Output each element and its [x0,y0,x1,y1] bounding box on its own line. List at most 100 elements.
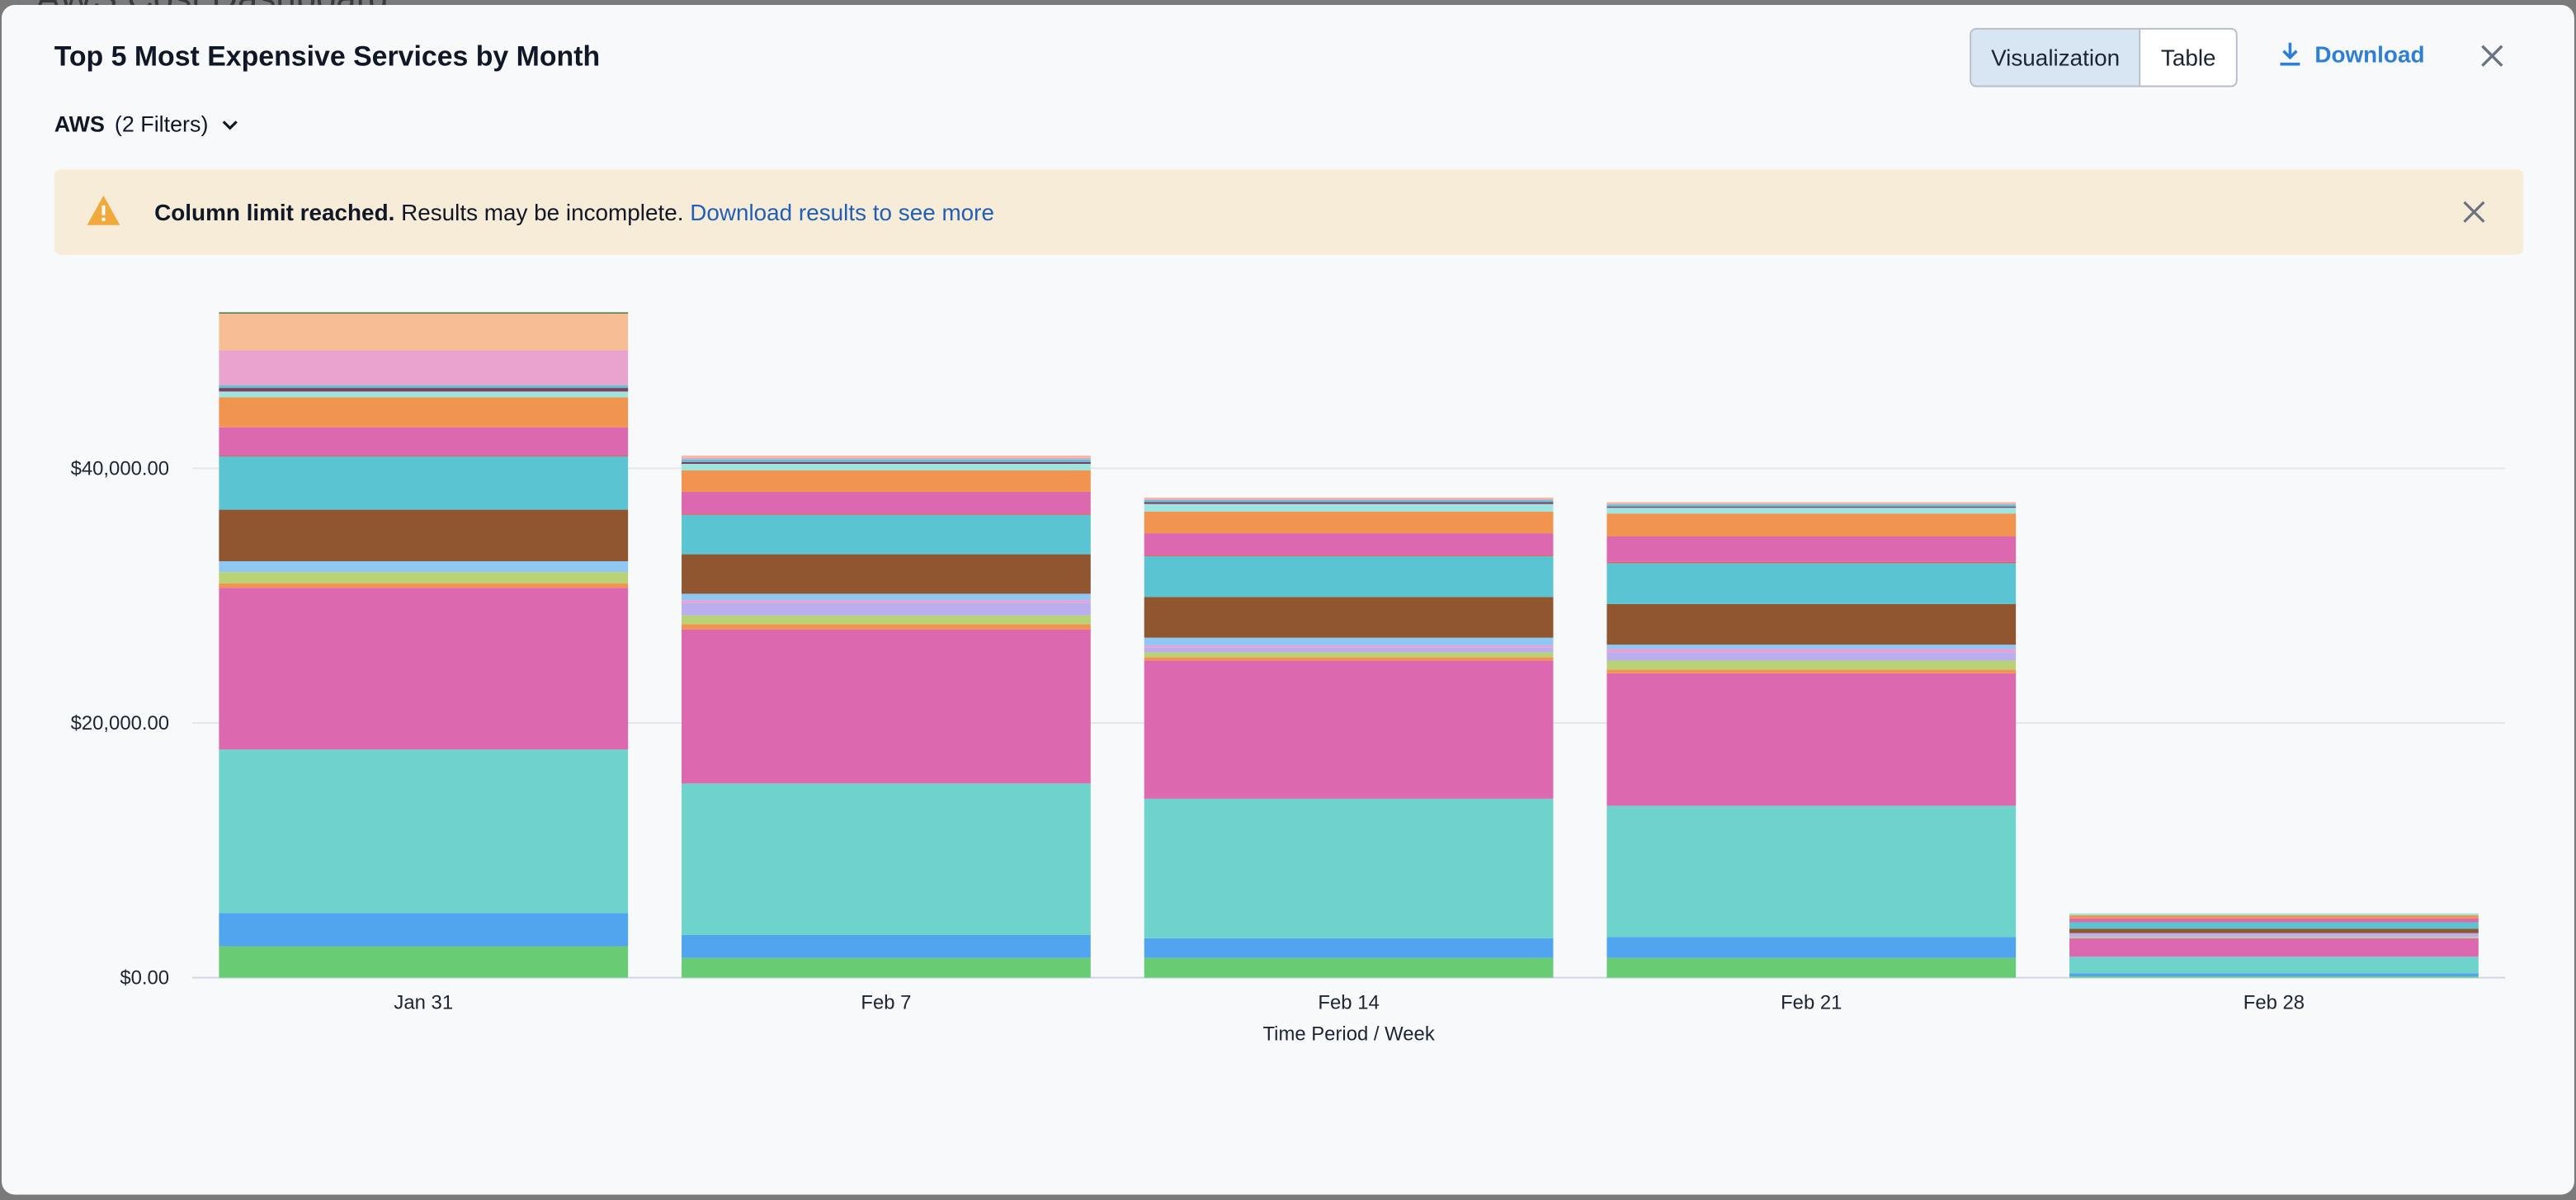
y-tick-label: $40,000.00 [71,457,170,480]
bar-segment [1144,798,1554,938]
bar-segment [1606,502,2017,503]
bar-segment [1144,657,1554,661]
bar-segment [219,312,629,314]
bar-segment [1144,938,1554,958]
filter-count: (2 Filters) [114,111,209,137]
bar-segment [1144,511,1554,534]
bar-segment [682,457,1091,460]
bar-segment [219,456,629,510]
bar-segment [1606,503,2017,505]
bar-segment [682,783,1091,935]
bar-segment [1144,597,1554,638]
bar-segment [1144,957,1554,978]
bar-segment [1144,637,1554,645]
bar-segment [682,615,1091,625]
bar-segment [2069,922,2479,929]
view-toggle: Visualization Table [1970,27,2238,87]
bar-segment [682,602,1091,616]
download-icon [2280,42,2300,66]
bar-segment [682,461,1091,465]
bar-segment [219,561,629,573]
bar-segment [1606,957,2017,978]
bar-segment [2069,976,2479,978]
bar-segment [1144,652,1554,658]
bar-segment [219,388,629,392]
bar-segment [682,600,1091,603]
bar-segment [682,513,1091,515]
bar-segment [1606,536,2017,562]
bar-segment [219,385,629,389]
bar-segment [219,588,629,750]
bar-segment [682,491,1091,514]
bar-segment [1144,502,1554,504]
bar-segment [219,391,629,398]
column-limit-banner: Column limit reached. Results may be inc… [54,169,2524,255]
modal-title: Top 5 Most Expensive Services by Month [54,40,601,73]
x-tick-label: Feb 28 [2243,991,2305,1013]
download-results-link[interactable]: Download results to see more [690,198,994,225]
x-axis-title: Time Period / Week [1262,1023,1434,1045]
bar-segment [1606,937,2017,958]
bar-segment [682,957,1091,978]
close-icon[interactable] [2463,201,2486,224]
bar-segment [1606,563,2017,604]
bar-segment [682,464,1091,470]
download-label: Download [2314,40,2425,68]
bar-segment [682,470,1091,492]
bar-segment [2069,918,2479,923]
bar-segment [1144,497,1554,499]
x-tick-label: Jan 31 [394,991,453,1013]
bar-segment [682,554,1091,594]
bar-segment [2069,937,2479,938]
bar-segment [1606,561,2017,564]
bar-segment [219,455,629,456]
bar-segment [219,509,629,562]
bar-segment [1606,645,2017,650]
bar-segment [1606,669,2017,673]
download-button[interactable]: Download [2279,40,2425,68]
stacked-bar-chart: $0.00 $20,000.00 $40,000.00 Jan 31 Feb 7 Feb … [71,312,2506,1045]
y-tick-label: $20,000.00 [71,712,170,735]
bar-segment [2069,913,2479,916]
close-icon[interactable] [2477,41,2507,71]
bar-segment [219,427,629,456]
bar-segment [1606,508,2017,514]
bar-segment [1606,649,2017,653]
tab-table[interactable]: Table [2140,29,2236,86]
bar-segment [219,913,629,947]
bar-segment [219,350,629,385]
bar-segment [219,749,629,914]
bar-segment [219,583,629,588]
bar-segment [2069,938,2479,957]
bar-segment [219,397,629,428]
bar-segment [2069,973,2479,977]
bar-segment [1606,504,2017,507]
x-tick-label: Feb 14 [1318,991,1379,1013]
bar-segment [682,514,1091,555]
x-tick-label: Feb 21 [1781,991,1842,1013]
bar-segment [219,946,629,978]
bar-segment [682,593,1091,601]
bar-segment [1606,673,2017,806]
banner-bold: Column limit reached. [154,198,395,225]
bar-segment [2069,957,2479,974]
bar-segment [682,934,1091,958]
bar-segment [1606,513,2017,536]
bar-segment [1144,503,1554,512]
bar-segment [219,313,629,351]
bar-segment [1144,660,1554,799]
warning-triangle-icon [87,195,120,225]
bar-segment [682,456,1091,458]
bar-segment [682,624,1091,630]
chart-modal: Top 5 Most Expensive Services by Month A… [1,4,2574,1195]
filter-dropdown[interactable]: AWS (2 Filters) [54,111,242,136]
bar-segment [1144,555,1554,598]
banner-text: Results may be incomplete. [394,198,691,225]
bar-segment [1144,555,1554,556]
bar-segment [2069,928,2479,933]
tab-visualization[interactable]: Visualization [1971,29,2141,86]
bar-segment [1144,647,1554,653]
bar-segment [682,459,1091,462]
y-tick-label: $0.00 [120,967,169,990]
bar-segment [2069,915,2479,919]
